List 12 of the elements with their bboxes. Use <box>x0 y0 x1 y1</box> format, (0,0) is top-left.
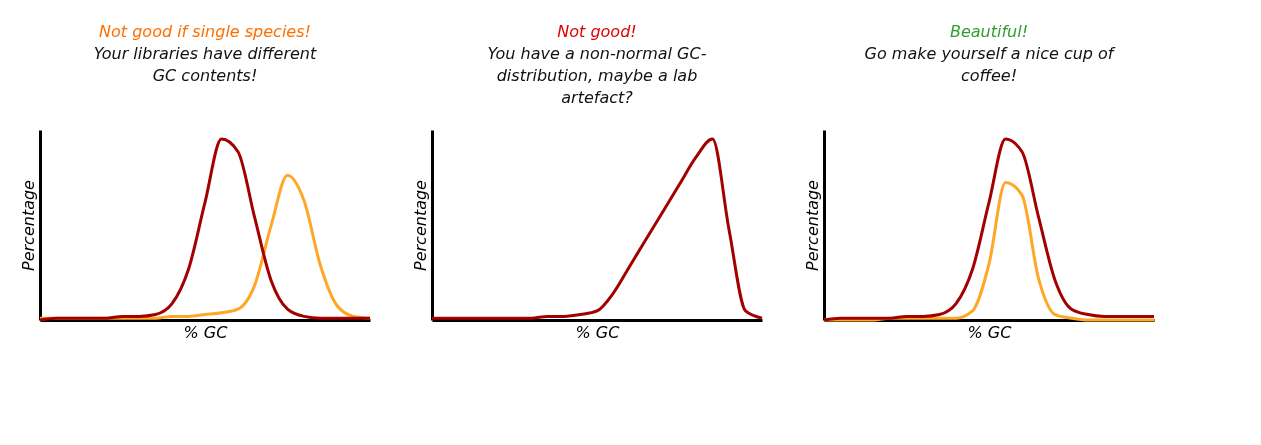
text: You have a non-normal GC-distribution, maybe a lab artefact? <box>487 44 707 107</box>
text: Beautiful! <box>949 22 1029 41</box>
x-axis-title: % GC <box>967 322 1013 342</box>
y-axis-title: Percentage <box>18 179 38 271</box>
x-axis-title: % GC <box>183 322 229 342</box>
text: Not good if single species! <box>99 22 311 41</box>
y-axis-title: Percentage <box>410 179 430 271</box>
text: Your libraries have different GC contents! <box>93 44 317 85</box>
text: Go make yourself a nice cup of coffee! <box>864 44 1116 85</box>
text: Not good! <box>557 22 637 41</box>
y-axis-title: Percentage <box>802 179 822 271</box>
x-axis-title: % GC <box>575 322 621 342</box>
